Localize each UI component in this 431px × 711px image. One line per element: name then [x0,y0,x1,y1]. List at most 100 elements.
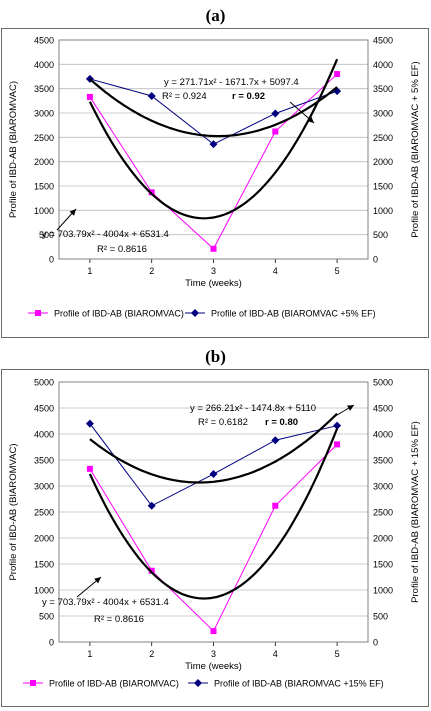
legend-label: Profile of IBD-AB (BIAROMVAC) [49,679,179,689]
arrow-head [307,116,314,123]
y-tick-right: 4500 [373,36,393,46]
trendline-equation: y = 703.79x² - 4004x + 6531.4 [42,229,169,240]
data-point-diamond [209,140,218,149]
x-axis-label: Time (weeks) [185,278,242,289]
x-tick-label: 4 [273,266,278,276]
y-axis-label-left: Profile of IBD-AB (BIAROMVAC) [8,443,19,580]
y-tick-right: 2500 [373,133,393,143]
chart-b-container: 0 0 500 500 1000 1000 1500 1500 2000 2000 2500 2500… [1,369,429,707]
y-tick-left: 0 [49,255,54,265]
data-point-diamond [147,501,156,510]
y-tick-left: 2500 [34,508,54,518]
x-tick-label: 5 [335,266,340,276]
trendline-1 [89,412,338,484]
data-point-square [272,502,279,509]
y-tick-left: 4500 [34,404,54,414]
y-tick-left: 500 [39,230,54,240]
x-tick-label: 4 [273,649,278,659]
y-tick-right: 3500 [373,84,393,94]
data-point-diamond [271,109,280,118]
data-point-diamond [147,91,156,100]
panel-label-a: (a) [205,6,226,25]
y-tick-left: 2000 [34,534,54,544]
data-point-diamond [209,470,218,479]
data-point-square [148,189,155,196]
x-tick-label: 2 [149,266,154,276]
x-tick-label: 3 [211,649,216,659]
x-tick-label: 1 [87,266,92,276]
trendline-0 [88,428,339,600]
x-tick-label: 3 [211,266,216,276]
arrow-head [69,209,76,216]
trendline-r2: R² = 0.6182 [198,417,248,428]
y-axis-label-left: Profile of IBD-AB (BIAROMVAC) [8,81,19,218]
legend-label: Profile of IBD-AB (BIAROMVAC) [54,309,184,319]
y-tick-left: 0 [49,638,54,648]
y-tick-right: 1500 [373,560,393,570]
y-tick-left: 5000 [34,378,54,388]
y-axis-label-right: Profile of IBD-AB (BIAROMVAC + 5% EF) [410,61,421,237]
y-tick-right: 1000 [373,206,393,216]
y-tick-left: 4000 [34,430,54,440]
chart-a-container: 0 0 500 500 1000 1000 1500 1500 2000 2000 2500 2500… [1,28,429,338]
x-tick-label: 1 [87,649,92,659]
y-tick-left: 2500 [34,133,54,143]
data-point-diamond [271,436,280,445]
data-point-square [86,465,93,472]
y-tick-right: 2000 [373,534,393,544]
y-tick-right: 5000 [373,378,393,388]
y-tick-left: 3000 [34,482,54,492]
data-point-square [272,128,279,135]
y-tick-left: 1500 [34,182,54,192]
y-tick-right: 4500 [373,404,393,414]
y-tick-left: 1000 [34,586,54,596]
trendline-equation: y = 266.21x² - 1474.8x + 5110 [190,403,316,414]
data-point-square [334,71,341,78]
y-tick-left: 500 [39,612,54,622]
trendline-r: r = 0.92 [232,91,265,102]
data-point-square [334,441,341,448]
y-axis-label-right: Profile of IBD-AB (BIAROMVAC + 15% EF) [410,421,421,603]
y-tick-right: 4000 [373,430,393,440]
y-tick-right: 500 [373,612,388,622]
plot-area [58,39,369,260]
y-tick-right: 500 [373,230,388,240]
y-tick-right: 3000 [373,109,393,119]
arrow-head [347,405,354,411]
x-axis-label: Time (weeks) [185,661,242,672]
y-tick-left: 2000 [34,157,54,167]
y-tick-right: 0 [373,255,378,265]
x-tick-label: 5 [335,649,340,659]
legend-marker-diamond [191,309,199,317]
y-tick-right: 1500 [373,182,393,192]
trendline-equation: y = 271.71x² - 1671.7x + 5097.4 [164,77,299,88]
legend-marker-square [30,680,36,686]
legend-label: Profile of IBD-AB (BIAROMVAC +5% EF) [211,309,376,319]
y-tick-left: 1000 [34,206,54,216]
trendline-equation: y = 703.79x² - 4004x + 6531.4 [42,597,169,608]
legend-label: Profile of IBD-AB (BIAROMVAC +15% EF) [214,679,384,689]
y-tick-right: 3000 [373,482,393,492]
trendline-1 [89,78,338,138]
data-point-diamond [333,421,342,430]
data-point-square [210,245,217,252]
chart-a: 0 0 500 500 1000 1000 1500 1500 2000 2000 2500 2500… [8,36,421,319]
x-tick-label: 2 [149,649,154,659]
panel-label-b: (b) [205,347,226,366]
legend-marker-square [35,310,41,316]
trendline-r2: R² = 0.8616 [97,244,147,255]
data-point-square [148,567,155,574]
y-tick-right: 2000 [373,157,393,167]
trendline-r2: R² = 0.8616 [94,614,144,625]
trendline-r2: R² = 0.924 [162,91,207,102]
y-tick-right: 3500 [373,456,393,466]
y-tick-left: 4500 [34,36,54,46]
plot-area [58,381,369,643]
y-tick-right: 0 [373,638,378,648]
y-tick-left: 3000 [34,109,54,119]
y-tick-left: 3500 [34,84,54,94]
trendline-r: r = 0.80 [265,417,298,428]
y-tick-left: 3500 [34,456,54,466]
arrow-head [94,577,101,584]
